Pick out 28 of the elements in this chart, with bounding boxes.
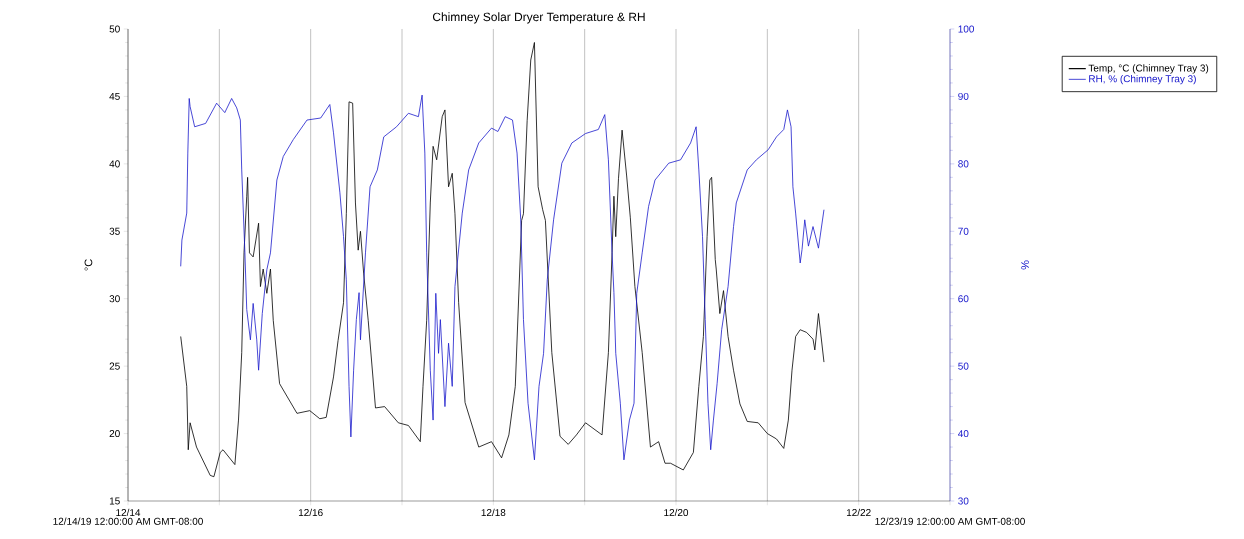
y-tick-label: 45 <box>109 92 120 100</box>
text: 12/23/19 12:00:00 AM GMT-08:00 <box>875 517 1025 525</box>
legend-label: Temp, °C (Chimney Tray 3) <box>1088 64 1209 74</box>
chart-title: Chimney Solar Dryer Temperature & RH <box>432 12 645 24</box>
x-tick-label: 12/14 <box>116 508 141 517</box>
y2-tick-label: 100 <box>958 25 975 33</box>
y2-tick-label: 50 <box>958 362 969 370</box>
y-tick-label: 30 <box>109 295 120 303</box>
legend-label: RH, % (Chimney Tray 3) <box>1089 74 1196 85</box>
x-tick-label: 12/16 <box>298 508 323 517</box>
y2-tick-label: 80 <box>958 160 969 168</box>
y2-axis-title: % <box>1021 260 1029 270</box>
y-tick-label: 15 <box>109 497 120 505</box>
y2-tick-label: 70 <box>958 227 969 235</box>
y-tick-label: 40 <box>109 160 120 168</box>
x-tick-label: 12/20 <box>664 508 689 517</box>
y-axis-title: °C <box>84 259 93 271</box>
y-tick-label: 20 <box>109 430 120 438</box>
y-tick-label: 25 <box>109 362 120 370</box>
y2-tick-label: 60 <box>958 295 969 303</box>
text: 12/14/19 12:00:00 AM GMT-08:00 <box>53 517 203 525</box>
y-tick-label: 50 <box>109 25 120 33</box>
x-tick-label: 12/18 <box>481 508 506 517</box>
y2-tick-label: 90 <box>958 92 969 100</box>
y2-tick-label: 30 <box>958 497 969 505</box>
x-tick-label: 12/22 <box>846 508 871 517</box>
y2-tick-label: 40 <box>958 430 969 438</box>
y-tick-label: 35 <box>109 227 120 235</box>
